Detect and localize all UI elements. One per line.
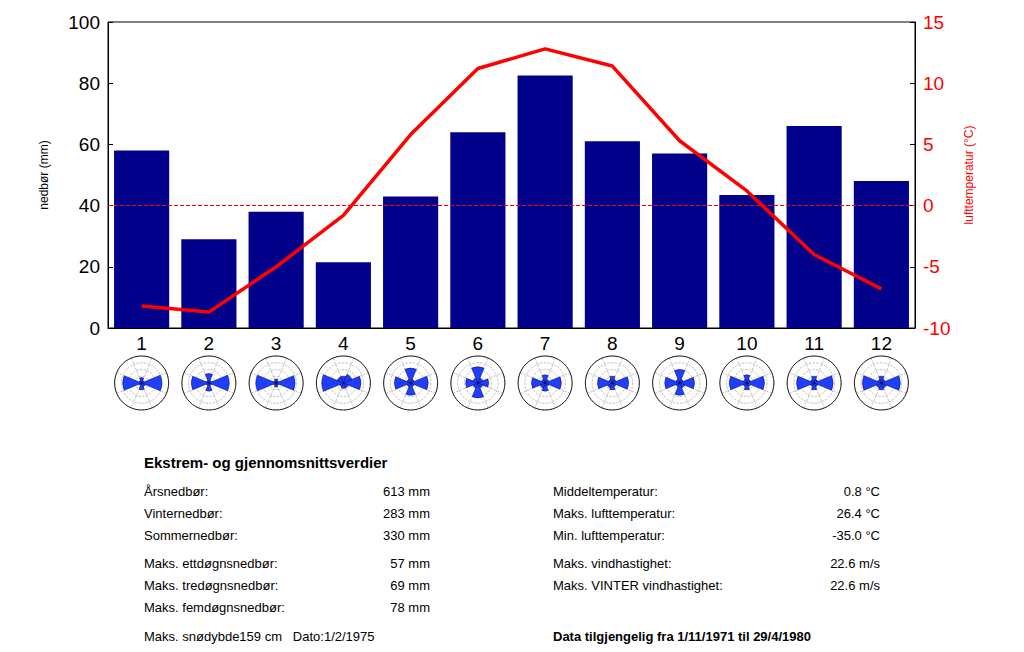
svg-text:4: 4 (338, 333, 349, 354)
svg-text:Middeltemperatur:: Middeltemperatur: (553, 484, 658, 499)
svg-text:22.6 m/s: 22.6 m/s (830, 556, 880, 571)
svg-text:0: 0 (923, 195, 934, 216)
svg-text:0: 0 (89, 318, 100, 339)
svg-text:Maks. lufttemperatur:: Maks. lufttemperatur: (553, 506, 675, 521)
svg-text:283 mm: 283 mm (383, 506, 430, 521)
svg-text:80: 80 (79, 73, 100, 94)
svg-text:5: 5 (405, 333, 416, 354)
svg-text:3: 3 (271, 333, 282, 354)
svg-text:10: 10 (923, 73, 944, 94)
svg-text:78 mm: 78 mm (390, 600, 430, 615)
svg-text:Maks. VINTER vindhastighet:: Maks. VINTER vindhastighet: (553, 578, 723, 593)
svg-text:Maks. vindhastighet:: Maks. vindhastighet: (553, 556, 672, 571)
svg-text:Min. lufttemperatur:: Min. lufttemperatur: (553, 528, 665, 543)
svg-text:Data tilgjengelig fra 1/11/197: Data tilgjengelig fra 1/11/1971 til 29/4… (553, 629, 811, 644)
svg-text:Årsnedbør:: Årsnedbør: (144, 484, 208, 499)
svg-text:40: 40 (79, 195, 100, 216)
svg-text:26.4 °C: 26.4 °C (836, 506, 880, 521)
svg-text:1: 1 (136, 333, 147, 354)
svg-text:69 mm: 69 mm (390, 578, 430, 593)
svg-text:613 mm: 613 mm (383, 484, 430, 499)
svg-text:Maks. snødybde159 cm Dato:1/: Maks. snødybde159 cm Dato:1/2/1975 (144, 629, 375, 644)
svg-text:7: 7 (540, 333, 551, 354)
svg-text:22.6 m/s: 22.6 m/s (830, 578, 880, 593)
svg-text:15: 15 (923, 12, 944, 33)
svg-text:-10: -10 (923, 318, 950, 339)
svg-text:-5: -5 (923, 256, 940, 277)
svg-text:60: 60 (79, 134, 100, 155)
svg-text:10: 10 (736, 333, 757, 354)
svg-text:20: 20 (79, 256, 100, 277)
svg-text:12: 12 (871, 333, 892, 354)
svg-text:lufttemperatur (°C): lufttemperatur (°C) (962, 126, 976, 225)
svg-text:Vinternedbør:: Vinternedbør: (144, 506, 223, 521)
svg-text:Maks. ettdøgnsnedbør:: Maks. ettdøgnsnedbør: (144, 556, 278, 571)
svg-text:5: 5 (923, 134, 934, 155)
svg-text:9: 9 (674, 333, 685, 354)
svg-text:-35.0 °C: -35.0 °C (832, 528, 880, 543)
svg-text:57 mm: 57 mm (390, 556, 430, 571)
svg-text:Ekstrem- og gjennomsnittsverdi: Ekstrem- og gjennomsnittsverdier (144, 454, 388, 471)
svg-text:6: 6 (473, 333, 484, 354)
svg-text:330 mm: 330 mm (383, 528, 430, 543)
svg-text:100: 100 (68, 12, 100, 33)
svg-text:8: 8 (607, 333, 618, 354)
svg-text:Maks. tredøgnsnedbør:: Maks. tredøgnsnedbør: (144, 578, 278, 593)
svg-text:11: 11 (804, 333, 824, 354)
svg-text:Maks. femdøgnsnedbør:: Maks. femdøgnsnedbør: (144, 600, 285, 615)
svg-text:2: 2 (204, 333, 215, 354)
svg-text:0.8 °C: 0.8 °C (844, 484, 880, 499)
svg-text:nedbør (mm): nedbør (mm) (37, 140, 51, 209)
svg-text:Sommernedbør:: Sommernedbør: (144, 528, 238, 543)
